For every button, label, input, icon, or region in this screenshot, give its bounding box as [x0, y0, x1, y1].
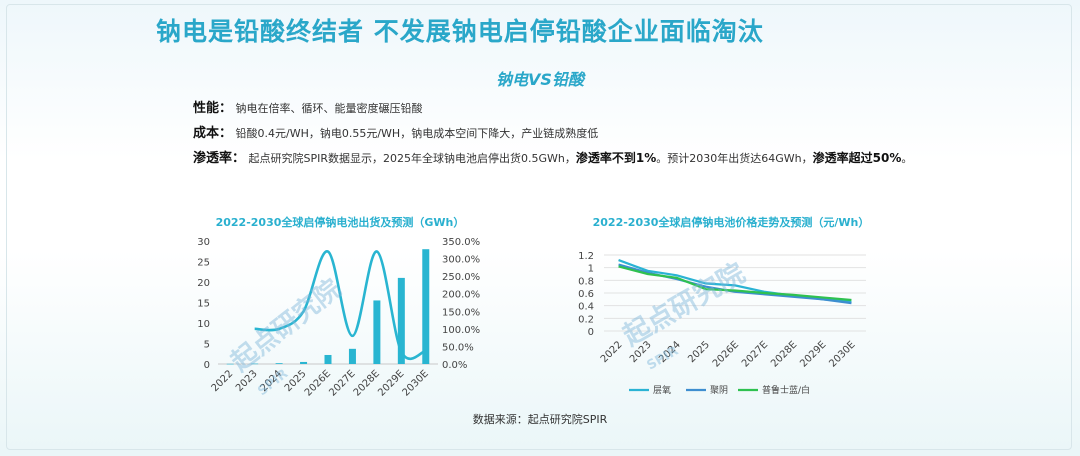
- y2-tick-label: 250.0%: [442, 272, 480, 283]
- data-source: 数据来源：起点研究院SPIR: [472, 413, 608, 426]
- point-cost: 成本： 铅酸0.4元/WH，钠电0.55元/WH，钠电成本空间下降大，产业链成熟…: [193, 122, 598, 141]
- y-tick-label: 10: [197, 319, 210, 330]
- point-highlight: 渗透率超过50%: [812, 151, 902, 165]
- point-highlight: 渗透率不到1%: [575, 151, 657, 165]
- point-label: 渗透率：: [193, 151, 246, 166]
- y-tick-label: 0.2: [578, 314, 594, 325]
- x-tick-label: 2029E: [798, 339, 828, 369]
- y-tick-label: 30: [197, 237, 210, 248]
- slide-frame: [6, 4, 1072, 450]
- y-tick-label: 15: [197, 299, 210, 310]
- series-line: [254, 250, 427, 360]
- x-tick-label: 2025: [686, 339, 712, 365]
- y2-tick-label: 50.0%: [442, 342, 474, 353]
- y-tick-label: 0: [204, 360, 210, 371]
- legend-label: 聚阴: [710, 385, 728, 396]
- bar: [373, 300, 381, 364]
- x-tick-label: 2027E: [740, 339, 770, 369]
- bar: [348, 348, 356, 364]
- y2-tick-label: 200.0%: [442, 290, 480, 301]
- point-penetration: 渗透率： 起点研究院SPIR数据显示，2025年全球钠电池启停出货0.5GWh，…: [193, 147, 912, 166]
- chart-title: 2022-2030全球启停钠电池出货及预测（GWh）: [216, 215, 465, 229]
- chart-title: 2022-2030全球启停钠电池价格走势及预测（元/Wh）: [593, 215, 870, 229]
- y2-tick-label: 100.0%: [442, 325, 480, 336]
- x-tick-label: 2028E: [769, 339, 799, 369]
- x-tick-label: 2022: [599, 339, 625, 365]
- series-line: [618, 265, 852, 302]
- point-text: 起点研究院SPIR数据显示，2025年全球钠电池启停出货0.5GWh，: [248, 152, 576, 165]
- bar: [251, 363, 259, 365]
- bar: [422, 249, 430, 364]
- y-tick-label: 1: [588, 264, 594, 275]
- y-tick-label: 0.6: [578, 289, 594, 300]
- point-performance: 性能： 钠电在倍率、循环、能量密度碾压铅酸: [193, 97, 423, 116]
- x-tick-label: 2026E: [711, 339, 741, 369]
- y-tick-label: 0.4: [578, 302, 594, 313]
- page-title: 钠电是铅酸终结者 不发展钠电启停铅酸企业面临淘汰: [156, 17, 764, 46]
- y-tick-label: 1.2: [578, 251, 594, 262]
- bar: [324, 354, 332, 364]
- point-text: 铅酸0.4元/WH，钠电0.55元/WH，钠电成本空间下降大，产业链成熟度低: [235, 127, 599, 140]
- y-tick-label: 0: [588, 327, 594, 338]
- point-text: 钠电在倍率、循环、能量密度碾压铅酸: [235, 102, 423, 115]
- y2-tick-label: 300.0%: [442, 255, 480, 266]
- section-subtitle: 钠电VS铅酸: [496, 70, 584, 89]
- point-label: 性能：: [193, 101, 233, 116]
- y-tick-label: 25: [197, 258, 210, 269]
- y2-tick-label: 0.0%: [442, 360, 467, 371]
- bar: [226, 363, 234, 365]
- point-label: 成本：: [193, 126, 233, 141]
- legend-label: 普鲁士蓝/白: [762, 384, 810, 396]
- bar: [397, 277, 405, 364]
- point-text: 。预计2030年出货达64GWh，: [656, 152, 813, 165]
- y2-tick-label: 150.0%: [442, 307, 480, 318]
- y-tick-label: 0.8: [578, 276, 594, 287]
- y-tick-label: 20: [197, 278, 210, 289]
- bar: [275, 363, 283, 364]
- y2-tick-label: 350.0%: [442, 237, 480, 248]
- point-text: 。: [901, 152, 913, 165]
- x-tick-label: 2030E: [827, 339, 857, 369]
- bar: [300, 361, 308, 364]
- y-tick-label: 5: [204, 340, 210, 351]
- legend-label: 层氧: [653, 384, 671, 396]
